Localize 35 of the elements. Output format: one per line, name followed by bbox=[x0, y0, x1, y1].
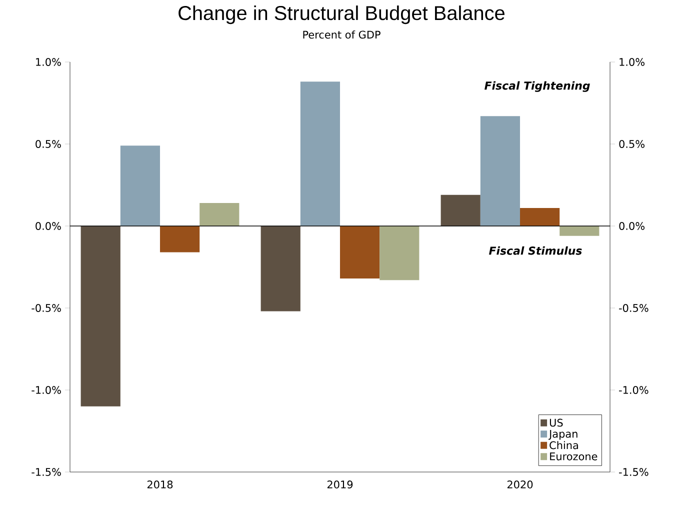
y2-tick-label: -1.0% bbox=[32, 386, 61, 394]
annotation: Fiscal Tightening bbox=[484, 81, 590, 92]
legend-label: China bbox=[550, 441, 578, 450]
bar bbox=[120, 146, 160, 226]
y-tick-label: -1.5% bbox=[619, 468, 648, 476]
y2-tick-label: 0.5% bbox=[36, 140, 61, 148]
y2-tick-label: 1.0% bbox=[36, 58, 61, 66]
x-tick-label: 2020 bbox=[507, 480, 533, 488]
bar bbox=[380, 226, 420, 280]
annotation: Fiscal Stimulus bbox=[489, 246, 582, 255]
legend-label: Eurozone bbox=[550, 452, 598, 460]
bar bbox=[160, 226, 200, 252]
bar bbox=[440, 194, 480, 226]
y-tick-label: 0.0% bbox=[619, 222, 645, 230]
bar bbox=[260, 226, 300, 312]
y-tick-label: -0.5% bbox=[619, 304, 648, 312]
bar bbox=[80, 226, 120, 406]
x-tick-label: 2019 bbox=[327, 480, 353, 488]
x-tick-label: 2018 bbox=[147, 480, 173, 488]
chart-subtitle: Percent of GDP bbox=[303, 30, 380, 39]
bar bbox=[480, 116, 520, 226]
legend-label: Japan bbox=[548, 430, 578, 440]
y2-tick-label: -1.5% bbox=[32, 468, 61, 476]
y-tick-label: 0.5% bbox=[619, 140, 645, 148]
y-tick-label: 1.0% bbox=[620, 58, 645, 66]
chart-title: Change in Structural Budget Balance bbox=[178, 6, 504, 24]
bar bbox=[200, 203, 240, 226]
bar bbox=[560, 226, 600, 236]
bar bbox=[300, 82, 340, 226]
y2-tick-label: 0.0% bbox=[36, 222, 61, 230]
bar bbox=[520, 208, 560, 226]
y-tick-label: -1.0% bbox=[619, 386, 648, 394]
legend-label: US bbox=[550, 418, 563, 427]
bar bbox=[340, 226, 380, 278]
y2-tick-label: -0.5% bbox=[32, 304, 61, 312]
